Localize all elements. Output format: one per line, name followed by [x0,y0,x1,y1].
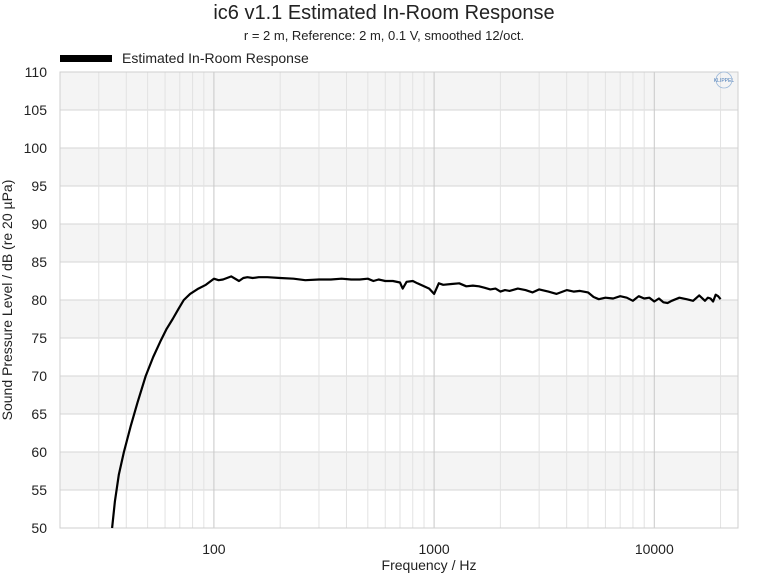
chart-title: ic6 v1.1 Estimated In-Room Response [213,2,555,24]
grid-band [60,148,738,186]
y-tick-label: 60 [31,444,47,460]
y-tick-label: 80 [31,292,47,308]
y-tick-label: 110 [25,64,48,80]
background-bands [60,72,738,490]
y-tick-labels: 50 55 60 65 70 75 80 85 90 95 100 105 110 [24,64,48,536]
y-tick-label: 105 [24,102,48,118]
grid-band [60,72,738,110]
legend-swatch [60,54,112,62]
x-tick-labels: 100 1000 10000 [202,541,674,557]
x-tick-label: 1000 [419,541,450,557]
y-tick-label: 90 [31,216,47,232]
y-axis-label: Sound Pressure Level / dB (re 20 µPa) [0,180,15,421]
y-tick-label: 100 [24,140,48,156]
plot-frame [59,71,739,529]
y-tick-label: 95 [31,178,47,194]
y-tick-label: 65 [31,406,47,422]
x-tick-label: 100 [202,541,226,557]
y-tick-label: 75 [31,330,47,346]
legend-label: Estimated In-Room Response [122,50,309,66]
y-tick-label: 70 [31,368,47,384]
x-axis-label: Frequency / Hz [382,557,477,573]
grid-band [60,452,738,490]
chart-subtitle: r = 2 m, Reference: 2 m, 0.1 V, smoothed… [243,28,525,43]
grid-band [60,376,738,414]
y-tick-label: 55 [31,482,47,498]
y-tick-label: 50 [31,520,47,536]
series-line-estimated-in-room-response [111,275,722,529]
grid-band [60,300,738,338]
y-tick-label: 85 [31,254,47,270]
watermark-text: KLIPPEL [714,78,735,84]
klippel-logo-icon: KLIPPEL [714,71,735,89]
legend: Estimated In-Room Response [60,50,309,66]
grid-band [60,224,738,262]
x-tick-label: 10000 [635,541,674,557]
